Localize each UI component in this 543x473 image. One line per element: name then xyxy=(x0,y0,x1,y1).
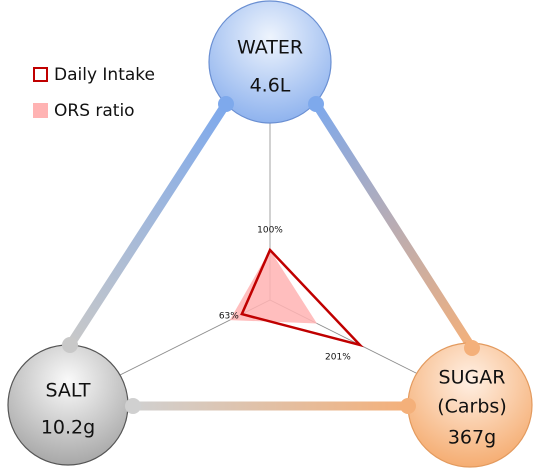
series-outline xyxy=(240,247,364,348)
legend-swatch xyxy=(33,103,48,118)
value-label: 201% xyxy=(325,352,351,362)
legend-label: Daily Intake xyxy=(54,65,155,85)
node-amount: 367g xyxy=(448,427,496,449)
legend-label: ORS ratio xyxy=(54,101,135,121)
legend-swatch xyxy=(33,67,48,82)
value-label: 63% xyxy=(219,312,239,322)
node-circle xyxy=(7,344,129,466)
legend: Daily Intake ORS ratio xyxy=(33,65,155,121)
dot xyxy=(125,398,141,414)
dot xyxy=(464,340,480,356)
node-label: SUGAR xyxy=(439,367,506,389)
node-label: WATER xyxy=(237,37,303,59)
series-area xyxy=(229,250,317,324)
connector xyxy=(65,99,231,350)
plot: 100% 201% 63% xyxy=(219,226,364,362)
dot xyxy=(308,96,324,112)
dot xyxy=(400,398,416,414)
dots xyxy=(62,96,480,414)
dot xyxy=(218,96,234,112)
node-label: SALT xyxy=(46,380,91,402)
nodes: WATER 4.6L SUGAR (Carbs) 367g SALT 10.2g xyxy=(7,0,533,468)
node-circle xyxy=(208,0,332,124)
node-sublabel: (Carbs) xyxy=(437,396,507,418)
node-amount: 10.2g xyxy=(41,417,95,439)
connector xyxy=(311,99,477,353)
value-label: 100% xyxy=(257,226,283,236)
node-amount: 4.6L xyxy=(250,75,291,97)
dot xyxy=(62,337,78,353)
connectors xyxy=(65,99,477,411)
